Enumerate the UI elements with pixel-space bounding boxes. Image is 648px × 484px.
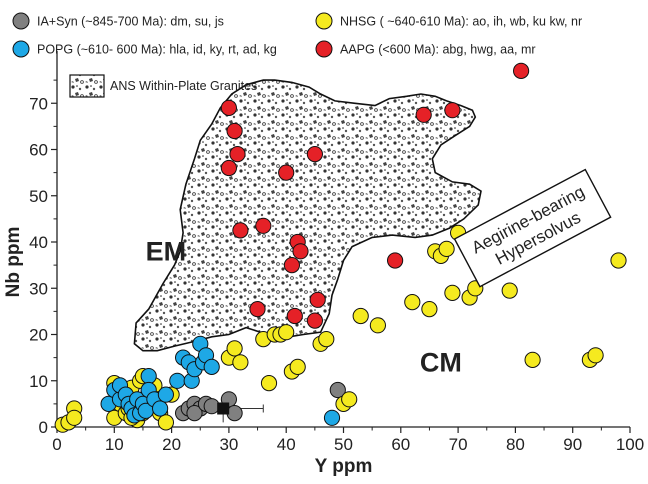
- x-tick-label: 60: [391, 435, 410, 454]
- data-point-nhsg: [278, 324, 295, 341]
- data-point-aapg: [232, 222, 249, 239]
- data-point-ia-syn: [203, 398, 220, 415]
- y-tick-label: 0: [39, 418, 48, 437]
- region-label-em: EM: [146, 237, 187, 267]
- data-point-nhsg: [369, 317, 386, 334]
- data-point-aapg: [415, 106, 432, 123]
- data-point-nhsg: [226, 340, 243, 357]
- legend: IA+Syn (~845-700 Ma): dm, su, js NHSG ( ~…: [12, 12, 582, 98]
- x-tick-label: 40: [277, 435, 296, 454]
- x-tick-label: 20: [162, 435, 181, 454]
- data-point-nhsg: [289, 358, 306, 375]
- data-point-nhsg: [501, 282, 518, 299]
- data-point-aapg: [220, 159, 237, 177]
- data-points-layer: [54, 62, 627, 433]
- field-legend-label: ANS Within-Plate Granites: [110, 79, 257, 93]
- data-point-nhsg: [421, 301, 438, 318]
- data-point-aapg: [306, 312, 323, 329]
- region-label-cm: CM: [420, 348, 462, 378]
- data-point-aapg: [292, 243, 309, 260]
- data-point-aapg: [306, 146, 323, 163]
- data-point-aapg: [278, 164, 295, 181]
- x-axis-title: Y ppm: [315, 456, 373, 477]
- data-point-aapg: [283, 257, 300, 274]
- data-point-popg: [152, 400, 169, 417]
- data-point-aapg: [513, 62, 530, 80]
- within-plate-granite-field: [133, 79, 482, 352]
- data-point-aapg: [226, 122, 243, 140]
- data-point-nhsg: [260, 375, 278, 392]
- data-point-popg: [157, 386, 174, 403]
- y-axis-title: Nb ppm: [3, 227, 24, 298]
- data-point-ia-syn: [186, 405, 203, 422]
- data-point-aapg: [220, 99, 237, 117]
- data-point-nhsg: [438, 240, 455, 257]
- chart-axes: 0 10 20 30 40 50 60 70 80 90 100 0 10 20 30 40 50 60 70 Y p…: [3, 51, 644, 477]
- data-point-aapg: [444, 102, 461, 119]
- data-point-ia-syn: [329, 381, 346, 399]
- x-tick-label: 50: [334, 435, 353, 454]
- x-tick-label: 70: [449, 435, 468, 454]
- data-point-popg: [169, 372, 186, 389]
- data-point-aapg: [286, 307, 303, 325]
- data-point-aapg: [255, 217, 272, 234]
- data-point-aapg: [387, 252, 404, 269]
- legend-marker: [12, 40, 30, 58]
- y-tick-label: 40: [29, 233, 48, 252]
- data-point-nhsg: [587, 347, 604, 364]
- y-tick-label: 20: [29, 326, 48, 345]
- legend-label: POPG (~610- 600 Ma): hla, id, ky, rt, ad…: [37, 43, 277, 57]
- x-tick-label: 80: [506, 435, 525, 454]
- data-point-aapg: [229, 146, 246, 163]
- data-point-aapg: [309, 291, 326, 308]
- data-point-nhsg: [404, 294, 421, 311]
- legend-marker: [315, 40, 333, 58]
- x-tick-label: 0: [52, 435, 61, 454]
- data-point-nhsg: [66, 409, 83, 426]
- data-point-ia-syn: [226, 405, 243, 422]
- y-tick-label: 10: [29, 372, 48, 391]
- x-tick-label: 100: [616, 435, 644, 454]
- legend-label: AAPG (<600 Ma): abg, hwg, aa, mr: [340, 43, 536, 57]
- y-tick-label: 30: [29, 279, 48, 298]
- data-point-aapg: [249, 301, 266, 318]
- within-plate-granite-field-layer: [133, 79, 482, 352]
- annotation-frame: [453, 168, 612, 288]
- data-point-nhsg: [341, 391, 358, 408]
- x-tick-label: 30: [219, 435, 238, 454]
- y-tick-label: 50: [29, 187, 48, 206]
- legend-label: NHSG ( ~640-610 Ma): ao, ih, wb, ku kw, …: [340, 15, 582, 29]
- data-point-nhsg: [524, 351, 541, 368]
- mean-square-marker: [217, 402, 230, 415]
- data-point-popg: [140, 368, 157, 385]
- legend-marker: [12, 12, 30, 30]
- data-point-nhsg: [610, 252, 627, 269]
- region-labels: EM CM: [146, 237, 462, 378]
- data-point-nhsg: [352, 307, 369, 325]
- data-point-popg: [203, 358, 220, 375]
- y-tick-label: 70: [29, 94, 48, 113]
- field-legend-swatch: [69, 74, 105, 98]
- data-point-nhsg: [232, 354, 249, 371]
- data-point-nhsg: [157, 414, 174, 431]
- legend-marker: [315, 12, 333, 30]
- x-tick-label: 10: [105, 435, 124, 454]
- data-point-popg: [323, 409, 341, 426]
- data-point-nhsg: [318, 331, 335, 348]
- legend-label: IA+Syn (~845-700 Ma): dm, su, js: [37, 15, 224, 29]
- data-point-nhsg: [444, 284, 461, 301]
- x-tick-label: 90: [563, 435, 582, 454]
- y-tick-label: 60: [29, 141, 48, 160]
